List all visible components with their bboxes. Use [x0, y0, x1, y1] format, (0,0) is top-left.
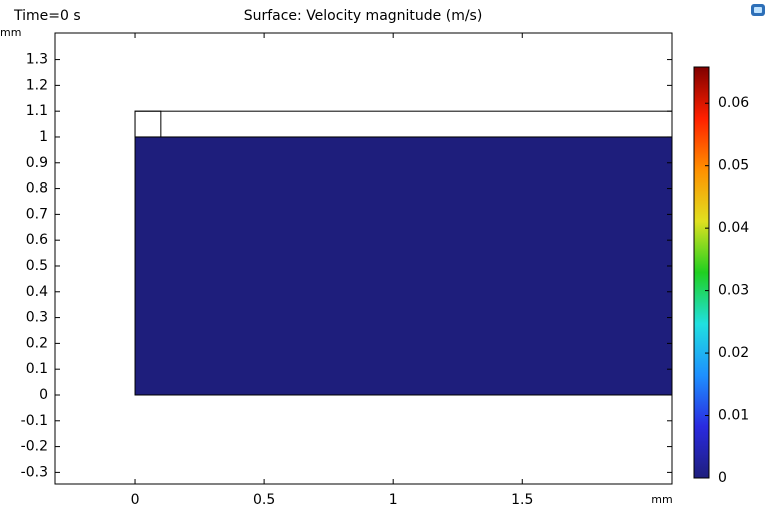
- y-tick-label: -0.3: [21, 464, 48, 480]
- y-tick-label: 1: [39, 129, 48, 145]
- x-tick-label: 1: [389, 492, 398, 508]
- colorbar-tick-label: 0.05: [718, 158, 749, 174]
- plot-frame: [54, 32, 673, 485]
- y-tick-label: 0.9: [26, 155, 48, 171]
- colorbar-tick-label: 0.06: [718, 95, 749, 111]
- colorbar-tick-label: 0.02: [718, 345, 749, 361]
- colorbar-tick-label: 0.03: [718, 283, 749, 299]
- colorbar-tick-label: 0: [718, 470, 727, 486]
- y-tick-label: 0.4: [26, 284, 48, 300]
- x-tick-label: 0: [131, 492, 140, 508]
- y-tick-label: 0.2: [26, 335, 48, 351]
- y-tick-label: 1.3: [26, 52, 48, 68]
- y-tick-label: 1.1: [26, 103, 48, 119]
- y-tick-label: 0.7: [26, 206, 48, 222]
- y-unit: mm: [0, 26, 21, 39]
- x-tick-label: 1.5: [511, 492, 533, 508]
- y-tick-label: 0.3: [26, 310, 48, 326]
- colorbar: [693, 66, 710, 479]
- logo: [751, 4, 765, 16]
- geometry-boundary: [134, 110, 162, 138]
- colorbar-tick-label: 0.04: [718, 220, 749, 236]
- x-tick-label: 0.5: [253, 492, 275, 508]
- colorbar-tick-label: 0.01: [718, 408, 749, 424]
- time-label: Time=0 s: [13, 8, 81, 24]
- y-tick-label: 0: [39, 387, 48, 403]
- y-tick-label: -0.2: [21, 439, 48, 455]
- y-tick-label: 1.2: [26, 77, 48, 93]
- chart-title: Surface: Velocity magnitude (m/s): [244, 8, 483, 24]
- y-tick-label: 0.5: [26, 258, 48, 274]
- y-tick-label: 0.6: [26, 232, 48, 248]
- x-unit: mm: [651, 493, 672, 506]
- y-tick-label: 0.1: [26, 361, 48, 377]
- surface-region: [134, 136, 673, 396]
- y-tick-label: 0.8: [26, 181, 48, 197]
- y-tick-label: -0.1: [21, 413, 48, 429]
